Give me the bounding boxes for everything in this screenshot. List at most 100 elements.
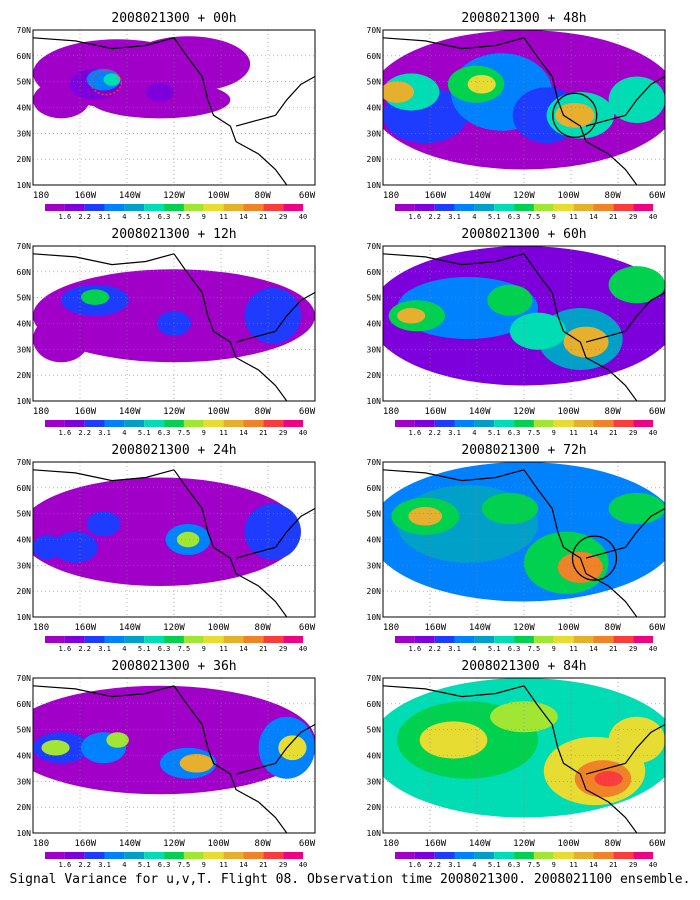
observation-circle <box>552 92 598 138</box>
map-panel: 2008021300 + 36h 70N 60N 50N 40N 30N 20N 10N180… <box>17 659 316 869</box>
lat-label: 50N <box>17 510 32 519</box>
map-panel: 2008021300 + 00h 70N 60N 50N 40N 30N 20N 10N180… <box>17 11 316 221</box>
map-panel: 2008021300 + 84h 70N 60N 50N 40N 30N 20N 10N180… <box>367 659 666 869</box>
colorbar-label: 29 <box>629 429 637 437</box>
colorbar-swatch <box>124 636 145 643</box>
colorbar-swatch <box>434 204 455 211</box>
colorbar-label: 7.5 <box>528 645 541 653</box>
colorbar-label: 14 <box>589 861 597 869</box>
variance-contour <box>608 266 665 304</box>
lon-label: 100W <box>207 191 229 201</box>
colorbar-label: 14 <box>239 861 247 869</box>
lon-label: 60W <box>649 191 666 201</box>
colorbar-label: 11 <box>219 861 227 869</box>
colorbar-swatch <box>573 420 594 427</box>
panel-frame <box>32 461 316 618</box>
lon-label: 140W <box>119 839 141 849</box>
colorbar-swatch <box>84 852 105 859</box>
colorbar-label: 4 <box>122 213 126 221</box>
colorbar-swatch <box>144 636 165 643</box>
variance-contour <box>157 311 191 336</box>
coastline <box>33 253 175 266</box>
lat-label: 60N <box>17 484 32 493</box>
colorbar-swatch <box>203 204 224 211</box>
lat-label: 30N <box>17 345 32 354</box>
colorbar-label: 4 <box>122 645 126 653</box>
colorbar-label: 7.5 <box>528 213 541 221</box>
lat-label: 70N <box>367 458 382 467</box>
coastline <box>523 685 638 833</box>
lat-label: 10N <box>367 397 382 406</box>
colorbar-label: 21 <box>259 645 267 653</box>
variance-contour <box>397 308 426 324</box>
colorbar-swatch <box>263 204 284 211</box>
lon-label: 160W <box>424 407 446 417</box>
lat-label: 20N <box>367 587 382 596</box>
colorbar-label: 21 <box>609 213 617 221</box>
variance-contour <box>52 531 98 563</box>
variance-contour <box>555 102 595 128</box>
lat-label: 30N <box>367 129 382 138</box>
colorbar-label: 3.1 <box>448 861 461 869</box>
lat-label: 10N <box>17 397 32 406</box>
lon-label: 80W <box>605 839 622 849</box>
variance-contour <box>86 511 121 537</box>
colorbar-label: 1.6 <box>409 213 422 221</box>
colorbar-label: 3.1 <box>448 645 461 653</box>
colorbar-label: 11 <box>219 213 227 221</box>
lat-label: 30N <box>17 561 32 570</box>
colorbar-swatch <box>613 852 634 859</box>
colorbar-label: 7.5 <box>528 861 541 869</box>
lat-label: 60N <box>17 700 32 709</box>
lat-label: 30N <box>367 561 382 570</box>
lon-label: 120W <box>163 191 185 201</box>
colorbar-swatch <box>533 204 554 211</box>
lon-label: 160W <box>74 839 96 849</box>
colorbar-swatch <box>414 420 435 427</box>
lon-label: 120W <box>513 623 535 633</box>
coastline <box>523 253 638 401</box>
colorbar-swatch <box>573 852 594 859</box>
colorbar-label: 3.1 <box>98 213 111 221</box>
colorbar-swatch <box>144 204 165 211</box>
colorbar-label: 3.1 <box>448 213 461 221</box>
lat-label: 40N <box>17 320 32 329</box>
colorbar-swatch <box>104 420 125 427</box>
variance-contour <box>419 721 488 759</box>
colorbar-label: 5.1 <box>488 645 501 653</box>
coastline <box>235 291 315 343</box>
coastline <box>173 253 288 401</box>
variance-contour <box>33 534 62 560</box>
colorbar-label: 11 <box>569 861 577 869</box>
lon-label: 180 <box>383 623 399 633</box>
lat-label: 50N <box>17 726 32 735</box>
colorbar-label: 7.5 <box>178 213 191 221</box>
lon-label: 60W <box>649 407 666 417</box>
panel-frame <box>32 245 316 402</box>
coastline <box>235 723 315 775</box>
colorbar-swatch <box>45 852 65 859</box>
colorbar-swatch <box>613 420 634 427</box>
colorbar-label: 29 <box>629 645 637 653</box>
colorbar-swatch <box>434 636 455 643</box>
colorbar-swatch <box>454 420 475 427</box>
panel-title: 2008021300 + 24h <box>111 443 236 458</box>
colorbar-label: 5.1 <box>138 861 151 869</box>
panel-title: 2008021300 + 12h <box>111 227 236 242</box>
lat-label: 30N <box>367 345 382 354</box>
lon-label: 160W <box>74 191 96 201</box>
lon-label: 120W <box>513 191 535 201</box>
variance-contour <box>490 701 558 733</box>
colorbar-label: 29 <box>279 861 287 869</box>
colorbar-label: 40 <box>649 429 657 437</box>
colorbar-label: 9 <box>202 213 206 221</box>
colorbar-swatch <box>203 852 224 859</box>
colorbar-label: 21 <box>609 861 617 869</box>
colorbar-swatch <box>164 204 184 211</box>
colorbar-swatch <box>263 852 284 859</box>
coastline <box>585 75 665 127</box>
variance-contour <box>383 81 415 103</box>
colorbar-label: 6.3 <box>508 213 521 221</box>
colorbar-swatch <box>45 636 65 643</box>
